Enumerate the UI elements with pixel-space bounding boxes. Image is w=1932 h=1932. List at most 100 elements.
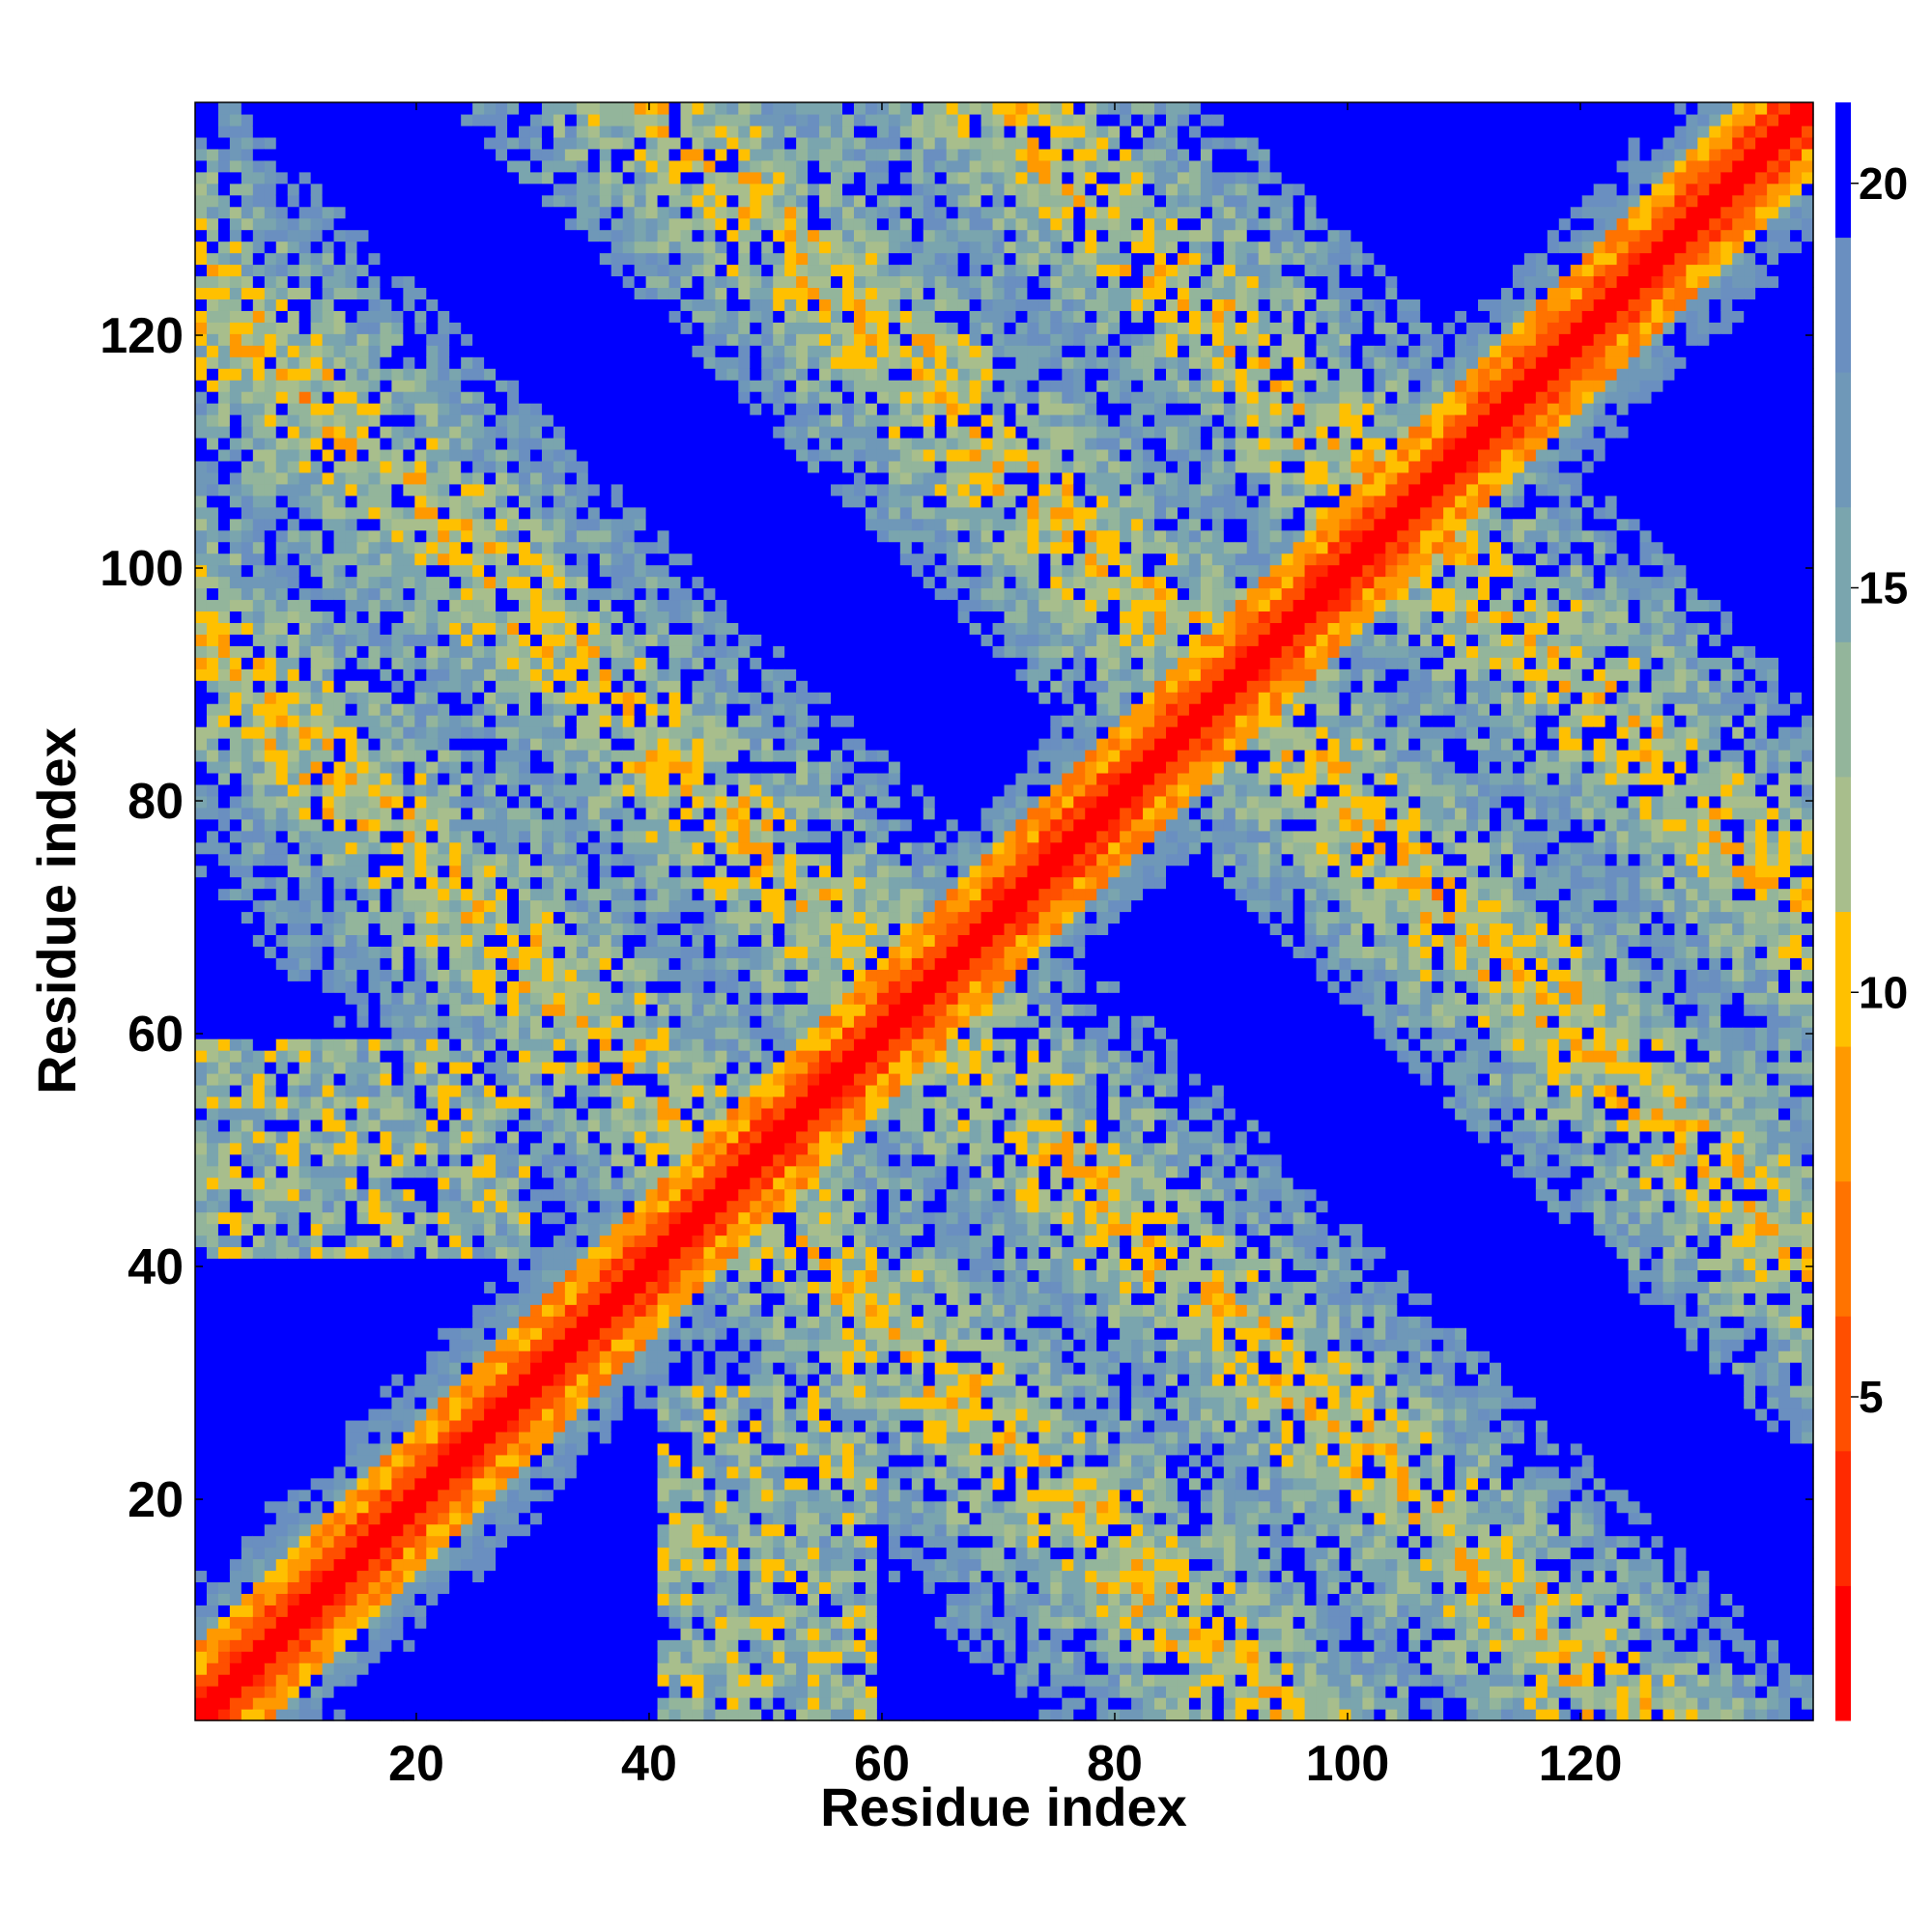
heatmap-cell bbox=[333, 1639, 347, 1652]
heatmap-cell bbox=[229, 622, 242, 635]
heatmap-cell bbox=[229, 1293, 242, 1305]
heatmap-cell bbox=[414, 1628, 427, 1640]
heatmap-cell bbox=[391, 448, 404, 462]
heatmap-cell bbox=[287, 1651, 300, 1663]
heatmap-cell bbox=[426, 1316, 439, 1328]
heatmap-cell bbox=[414, 148, 427, 161]
heatmap-cell bbox=[206, 1709, 219, 1721]
heatmap-cell bbox=[507, 726, 520, 739]
heatmap-cell bbox=[368, 876, 382, 890]
heatmap-cell bbox=[322, 102, 335, 115]
heatmap-cell bbox=[195, 1153, 208, 1167]
heatmap-cell bbox=[438, 553, 450, 566]
heatmap-cell bbox=[252, 957, 266, 970]
heatmap-cell bbox=[206, 1235, 219, 1248]
heatmap-cell bbox=[287, 1038, 300, 1051]
heatmap-cell bbox=[484, 622, 497, 635]
heatmap-cell bbox=[380, 969, 392, 981]
heatmap-cell bbox=[414, 980, 427, 993]
heatmap-cell bbox=[576, 1558, 589, 1572]
heatmap-cell bbox=[507, 1258, 520, 1270]
heatmap-cell bbox=[529, 448, 543, 462]
heatmap-cell bbox=[345, 1442, 358, 1456]
heatmap-cell bbox=[298, 645, 312, 658]
heatmap-cell bbox=[507, 1095, 520, 1109]
heatmap-cell bbox=[507, 1477, 520, 1491]
heatmap-cell bbox=[298, 703, 312, 716]
heatmap-cell bbox=[275, 1535, 289, 1548]
heatmap-cell bbox=[472, 1015, 485, 1028]
heatmap-cell bbox=[541, 1454, 554, 1467]
heatmap-cell bbox=[206, 1535, 219, 1548]
heatmap-cell bbox=[195, 980, 208, 993]
heatmap-cell bbox=[403, 298, 415, 311]
heatmap-cell bbox=[519, 356, 531, 369]
heatmap-cell bbox=[252, 1165, 266, 1179]
heatmap-cell bbox=[391, 1686, 404, 1698]
heatmap-cell bbox=[576, 807, 589, 820]
heatmap-cell bbox=[484, 518, 497, 531]
heatmap-cell bbox=[206, 818, 219, 832]
heatmap-cell bbox=[519, 136, 531, 150]
heatmap-cell bbox=[472, 1211, 485, 1225]
heatmap-cell bbox=[576, 1223, 589, 1236]
heatmap-cell bbox=[368, 783, 382, 797]
heatmap-cell bbox=[241, 1073, 254, 1086]
heatmap-cell bbox=[472, 1662, 485, 1675]
heatmap-cell bbox=[195, 946, 208, 958]
heatmap-cell bbox=[264, 783, 277, 797]
heatmap-cell bbox=[333, 911, 347, 924]
heatmap-cell bbox=[275, 1038, 289, 1051]
heatmap-cell bbox=[541, 1593, 554, 1605]
heatmap-cell bbox=[298, 356, 312, 369]
heatmap-cell bbox=[310, 506, 324, 520]
heatmap-cell bbox=[414, 576, 427, 589]
heatmap-cell bbox=[310, 356, 324, 369]
heatmap-cell bbox=[275, 680, 289, 693]
heatmap-cell bbox=[195, 136, 208, 150]
heatmap-cell bbox=[564, 795, 578, 809]
heatmap-cell bbox=[507, 1639, 520, 1652]
heatmap-cell bbox=[322, 634, 335, 646]
heatmap-cell bbox=[403, 136, 415, 150]
heatmap-cell bbox=[368, 1605, 382, 1617]
heatmap-cell bbox=[529, 564, 543, 578]
heatmap-cell bbox=[414, 426, 427, 439]
heatmap-cell bbox=[438, 738, 450, 751]
heatmap-cell bbox=[333, 703, 347, 716]
heatmap-cell bbox=[461, 229, 473, 242]
heatmap-cell bbox=[229, 772, 242, 785]
heatmap-cell bbox=[368, 1246, 382, 1260]
heatmap-cell bbox=[438, 992, 450, 1005]
heatmap-cell bbox=[275, 876, 289, 890]
heatmap-cell bbox=[426, 403, 439, 415]
heatmap-cell bbox=[368, 587, 382, 601]
heatmap-cell bbox=[484, 275, 497, 289]
heatmap-cell bbox=[195, 1512, 208, 1525]
heatmap-cell bbox=[426, 564, 439, 578]
heatmap-cell bbox=[298, 934, 312, 947]
heatmap-cell bbox=[449, 391, 462, 404]
heatmap-cell bbox=[206, 333, 219, 346]
heatmap-cell bbox=[241, 483, 254, 497]
heatmap-cell bbox=[229, 1397, 242, 1409]
heatmap-cell bbox=[564, 1431, 578, 1444]
heatmap-cell bbox=[345, 1465, 358, 1479]
heatmap-cell bbox=[356, 229, 370, 242]
heatmap-cell bbox=[241, 471, 254, 485]
heatmap-cell bbox=[195, 1281, 208, 1293]
heatmap-cell bbox=[587, 310, 601, 323]
heatmap-cell bbox=[345, 576, 358, 589]
heatmap-cell bbox=[426, 1628, 439, 1640]
heatmap-cell bbox=[507, 1350, 520, 1363]
heatmap-cell bbox=[356, 1062, 370, 1074]
heatmap-cell bbox=[414, 957, 427, 970]
heatmap-cell bbox=[229, 726, 242, 739]
heatmap-cell bbox=[541, 923, 554, 936]
heatmap-cell bbox=[287, 1616, 300, 1629]
heatmap-cell bbox=[287, 1246, 300, 1260]
heatmap-cell bbox=[217, 783, 231, 797]
heatmap-cell bbox=[587, 1651, 601, 1663]
heatmap-cell bbox=[217, 1050, 231, 1063]
heatmap-cell bbox=[333, 980, 347, 993]
